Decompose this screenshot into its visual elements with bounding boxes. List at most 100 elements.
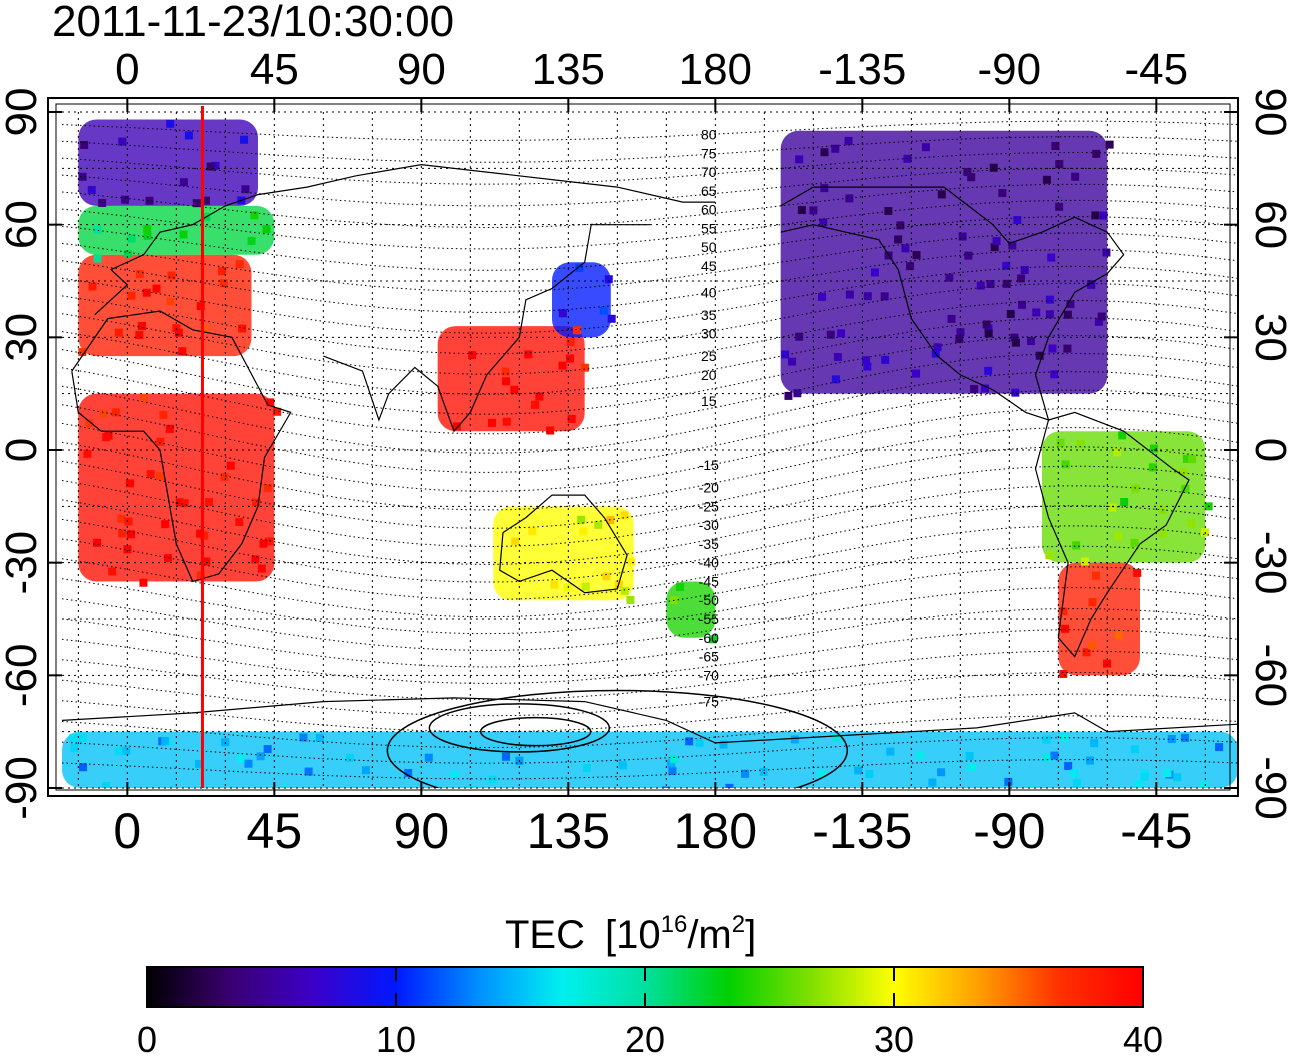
tec-pixel <box>195 759 204 768</box>
tec-pixel <box>1099 211 1108 220</box>
contour-label: 25 <box>701 348 717 364</box>
tec-pixel <box>1148 463 1157 472</box>
tec-pixel <box>262 225 271 234</box>
tec-pixel <box>1050 370 1059 379</box>
tec-pixel <box>1091 571 1100 580</box>
tec-pixel <box>502 752 511 761</box>
tec-pixel <box>70 744 79 753</box>
tec-pixel <box>235 517 244 526</box>
tec-pixel <box>218 267 227 276</box>
tec-pixel <box>117 514 126 523</box>
tec-pixel <box>102 782 111 788</box>
tec-pixel <box>108 567 117 576</box>
tec-pixel <box>725 783 734 788</box>
tec-pixel <box>1080 557 1089 566</box>
tec-pixel <box>200 531 209 540</box>
magnetic-latitude-contour <box>62 352 1238 435</box>
magnetic-contours <box>62 120 1238 788</box>
tec-pixel <box>127 234 136 243</box>
tec-pixel <box>607 314 616 323</box>
magnetic-latitude-contour <box>62 265 1238 334</box>
contour-label: -50 <box>699 592 719 608</box>
tec-pixel <box>1087 280 1096 289</box>
tec-pixel <box>604 275 613 284</box>
tec-pixel <box>845 290 854 299</box>
tec-pixel <box>192 199 201 208</box>
tec-pixel <box>1173 773 1182 782</box>
tec-pixel <box>894 235 903 244</box>
contour-label: 75 <box>701 145 717 161</box>
contour-label: 45 <box>701 258 717 274</box>
tec-pixel <box>1004 777 1013 786</box>
tec-pixel <box>266 398 275 407</box>
coastline <box>62 697 1238 744</box>
tec-pixel <box>124 250 133 259</box>
tec-pixel <box>668 767 677 776</box>
tec-pixel <box>345 753 354 762</box>
tec-pixel <box>510 385 519 394</box>
tec-pixel <box>1043 753 1052 762</box>
tec-pixel <box>299 733 308 742</box>
tec-pixel <box>121 195 130 204</box>
colorbar-unit-exponent-2: 2 <box>732 911 745 938</box>
colorbar-tick-label: 20 <box>625 1019 665 1057</box>
tec-pixel <box>741 769 750 778</box>
tec-pixel <box>594 520 603 529</box>
tec-pixel <box>1114 532 1123 541</box>
tec-pixel <box>575 263 584 272</box>
tec-pixel <box>88 282 97 291</box>
tec-pixel <box>582 763 591 772</box>
colorbar-tick-label: 0 <box>137 1019 157 1057</box>
tec-pixel <box>122 746 131 755</box>
tec-pixel <box>566 338 575 347</box>
contour-label: 60 <box>701 202 717 218</box>
tec-pixel <box>1167 734 1176 743</box>
contour-label: -40 <box>699 555 719 571</box>
tec-pixel <box>1179 467 1188 476</box>
tec-pixel <box>817 769 826 778</box>
tec-pixel <box>167 271 176 280</box>
tec-pixel <box>1011 338 1020 347</box>
tec-pixel <box>1066 300 1075 309</box>
contour-label: 40 <box>701 284 717 300</box>
colorbar-unit-mid: /m <box>687 913 731 957</box>
tec-pixel <box>87 185 96 194</box>
magnetic-latitude-contour <box>62 408 1238 492</box>
map-frame <box>47 97 1239 797</box>
tec-pixel <box>1002 279 1011 288</box>
tec-pixel <box>241 185 250 194</box>
chart-title: 2011-11-23/10:30:00 <box>52 0 454 46</box>
tec-pixel <box>945 273 954 282</box>
tec-pixel <box>992 237 1001 246</box>
tec-pixel <box>618 761 627 770</box>
magnetic-latitude-contour <box>62 389 1238 473</box>
tec-pixel <box>1063 344 1072 353</box>
tec-pixel <box>558 309 567 318</box>
magnetic-latitude-contour <box>62 715 1238 749</box>
tec-pixel <box>468 351 477 360</box>
contour-label: -60 <box>699 630 719 646</box>
tec-pixel <box>315 733 324 742</box>
tec-pixel <box>602 572 611 581</box>
tec-region-africa <box>78 393 275 582</box>
tec-pixel <box>963 167 972 176</box>
tec-pixel <box>1181 733 1190 742</box>
magnetic-latitude-contour <box>62 183 1238 229</box>
tec-pixel <box>1113 448 1122 457</box>
tec-pixel <box>599 306 608 315</box>
tec-pixel <box>175 498 184 507</box>
tec-pixel <box>1188 455 1197 464</box>
tec-pixel <box>795 332 804 341</box>
colorbar-tick-label: 40 <box>1123 1019 1163 1057</box>
contour-label: 15 <box>701 393 717 409</box>
x-tick-label-bottom: 135 <box>527 803 610 859</box>
tec-pixel <box>273 407 282 416</box>
contour-label: -15 <box>699 457 719 473</box>
tec-pixel <box>250 211 259 220</box>
tec-pixel <box>1006 310 1015 319</box>
tec-pixel <box>581 582 590 591</box>
tec-pixel <box>854 766 863 775</box>
tec-pixel <box>921 143 930 152</box>
tec-pixel <box>1002 261 1011 270</box>
